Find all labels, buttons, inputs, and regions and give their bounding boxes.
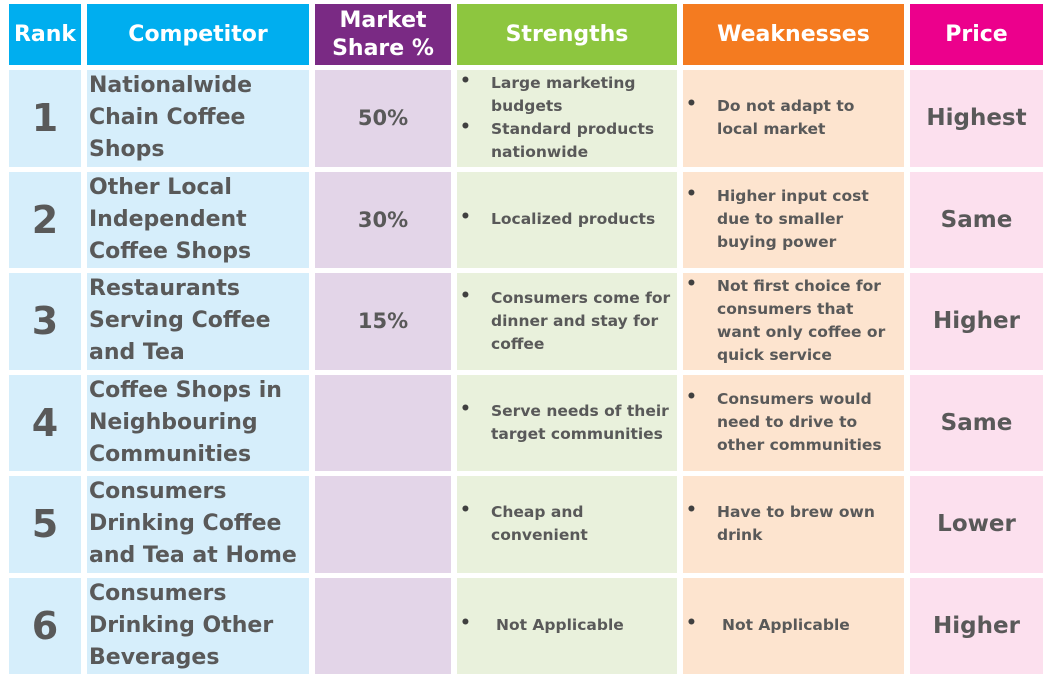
row-3-strength-item: Consumers come for dinner and stay for c… — [457, 285, 671, 356]
row-1-competitor-text: Nationalwide Chain Coffee Shops — [89, 73, 253, 163]
row-5-weaknesses: Have to brew own drink — [683, 476, 904, 573]
row-5-strength-item: Cheap and convenient — [457, 499, 671, 547]
row-6-weaknesses: Not Applicable — [683, 577, 904, 674]
row-1-rank: 1 — [9, 70, 81, 167]
row-4-weaknesses: Consumers would need to drive to other c… — [683, 374, 904, 471]
row-3-competitor: Restaurants Serving Coffee and Tea — [87, 273, 309, 370]
header-weaknesses: Weaknesses — [683, 4, 904, 65]
row-6-price: Higher — [910, 577, 1043, 674]
row-5-rank: 5 — [9, 476, 81, 573]
row-4-strengths: Serve needs of their target communities — [457, 374, 677, 471]
header-price: Price — [910, 4, 1043, 65]
row-1-strength-item: Standard products nationwide — [457, 116, 671, 164]
row-6-competitor-text: Consumers Drinking Other Beverages — [89, 580, 274, 670]
row-2-strength-item: Localized products — [457, 206, 671, 231]
row-4-competitor: Coffee Shops in Neighbouring Communities — [87, 374, 309, 471]
row-3-strengths-list: Consumers come for dinner and stay for c… — [457, 285, 671, 356]
header-price-label: Price — [945, 21, 1008, 47]
row-2-rank: 2 — [9, 171, 81, 268]
row-6-rank: 6 — [9, 577, 81, 674]
row-2-weaknesses: Higher input cost due to smaller buying … — [683, 171, 904, 268]
row-3-weakness-item: Not first choice for consumers that want… — [683, 273, 898, 367]
row-3-market-share: 15% — [315, 273, 451, 370]
row-4-weaknesses-list: Consumers would need to drive to other c… — [683, 386, 898, 457]
row-1-strengths: Large marketing budgets Standard product… — [457, 70, 677, 167]
row-5-strengths: Cheap and convenient — [457, 476, 677, 573]
header-market-share: Market Share % — [315, 4, 451, 65]
header-competitor: Competitor — [87, 4, 309, 65]
row-2-market-share: 30% — [315, 171, 451, 268]
header-strengths: Strengths — [457, 4, 677, 65]
header-market-share-line1: Market — [339, 8, 427, 33]
row-1-weaknesses: Do not adapt to local market — [683, 70, 904, 167]
row-4-weakness-item: Consumers would need to drive to other c… — [683, 386, 898, 457]
row-4-market-share — [315, 374, 451, 471]
row-6-market-share — [315, 577, 451, 674]
row-5-weaknesses-list: Have to brew own drink — [683, 499, 898, 547]
row-6-competitor: Consumers Drinking Other Beverages — [87, 577, 309, 674]
row-1-weaknesses-list: Do not adapt to local market — [683, 93, 898, 141]
row-2-weaknesses-list: Higher input cost due to smaller buying … — [683, 183, 898, 254]
row-6-weaknesses-list: Not Applicable — [683, 612, 898, 637]
header-competitor-label: Competitor — [128, 21, 268, 47]
row-3-weaknesses: Not first choice for consumers that want… — [683, 273, 904, 370]
row-5-price: Lower — [910, 476, 1043, 573]
header-rank: Rank — [9, 4, 81, 65]
row-1-strengths-list: Large marketing budgets Standard product… — [457, 70, 671, 164]
row-5-market-share — [315, 476, 451, 573]
row-5-strengths-list: Cheap and convenient — [457, 499, 671, 547]
row-4-price: Same — [910, 374, 1043, 471]
header-market-share-line2: Share % — [332, 35, 434, 61]
row-6-weakness-item: Not Applicable — [683, 612, 898, 637]
row-1-price: Highest — [910, 70, 1043, 167]
row-3-strengths: Consumers come for dinner and stay for c… — [457, 273, 677, 370]
row-4-strength-item: Serve needs of their target communities — [457, 398, 671, 446]
row-6-strength-item: Not Applicable — [457, 612, 671, 637]
row-2-strengths-list: Localized products — [457, 206, 671, 231]
row-3-competitor-text: Restaurants Serving Coffee and Tea — [89, 276, 271, 366]
row-1-strength-item: Large marketing budgets — [457, 70, 671, 118]
header-weaknesses-label: Weaknesses — [717, 21, 870, 47]
row-5-weakness-item: Have to brew own drink — [683, 499, 898, 547]
row-3-rank: 3 — [9, 273, 81, 370]
row-5-competitor: Consumers Drinking Coffee and Tea at Hom… — [87, 476, 309, 573]
row-1-market-share: 50% — [315, 70, 451, 167]
header-strengths-label: Strengths — [505, 21, 629, 47]
row-3-price: Higher — [910, 273, 1043, 370]
row-3-weaknesses-list: Not first choice for consumers that want… — [683, 273, 898, 367]
row-2-strengths: Localized products — [457, 171, 677, 268]
row-2-competitor-text: Other Local Independent Coffee Shops — [89, 174, 252, 264]
row-4-competitor-text: Coffee Shops in Neighbouring Communities — [89, 377, 282, 467]
row-4-strengths-list: Serve needs of their target communities — [457, 398, 671, 446]
row-1-weakness-item: Do not adapt to local market — [683, 93, 898, 141]
row-6-strengths: Not Applicable — [457, 577, 677, 674]
row-2-price: Same — [910, 171, 1043, 268]
row-6-strengths-list: Not Applicable — [457, 612, 671, 637]
row-2-weakness-item: Higher input cost due to smaller buying … — [683, 183, 898, 254]
row-1-competitor: Nationalwide Chain Coffee Shops — [87, 70, 309, 167]
row-5-competitor-text: Consumers Drinking Coffee and Tea at Hom… — [89, 479, 297, 569]
header-rank-label: Rank — [13, 21, 77, 47]
row-2-competitor: Other Local Independent Coffee Shops — [87, 171, 309, 268]
row-4-rank: 4 — [9, 374, 81, 471]
